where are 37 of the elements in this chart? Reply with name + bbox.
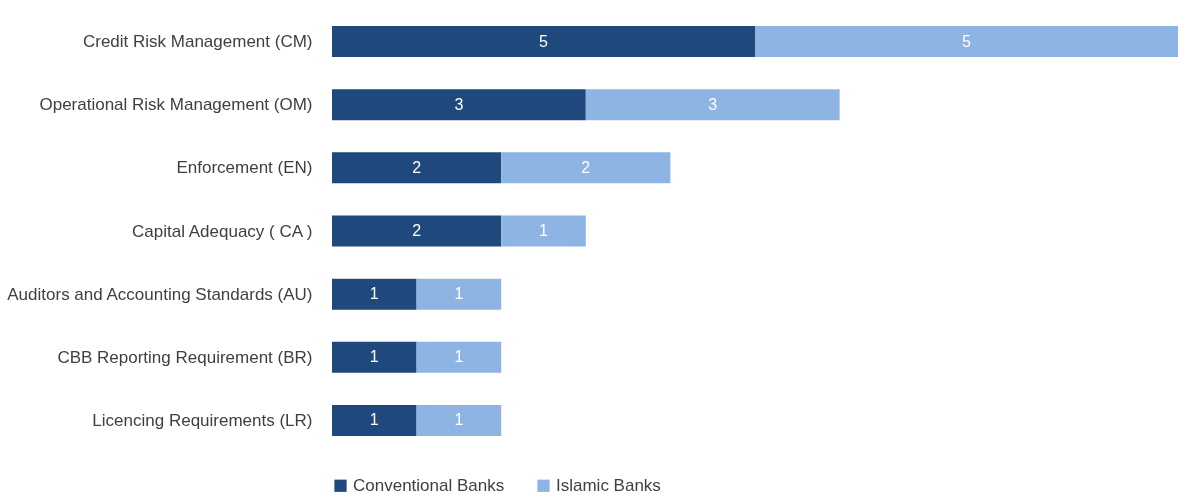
data-label: 5 [962,32,972,50]
data-label: 1 [369,285,379,303]
y-tick-label: Licencing Requirements (LR) [92,410,313,430]
bar [332,404,417,436]
bar [332,341,417,373]
data-label: 2 [581,158,591,176]
bar [332,152,502,184]
y-tick-label: CBB Reporting Requirement (BR) [57,347,313,367]
data-label: 2 [412,222,422,239]
data-label: 1 [369,348,379,366]
bar [501,152,671,184]
bar [332,215,502,247]
data-label: 1 [539,222,549,239]
data-label: 1 [454,285,464,303]
data-label: 5 [539,32,549,50]
y-tick-label: Auditors and Accounting Standards (AU) [7,284,313,304]
data-label: 3 [454,95,464,113]
bar [416,341,502,373]
bar [501,215,586,247]
bar [332,278,417,310]
data-label: 3 [708,95,718,113]
bar [755,26,1178,58]
legend-label: Islamic Banks [556,475,661,495]
bar [416,404,502,436]
y-tick-label: Enforcement (EN) [176,158,313,178]
bar [332,89,586,121]
bar [416,278,502,310]
bar [332,26,755,58]
y-tick-label: Credit Risk Management (CM) [82,32,313,52]
bar [585,89,840,121]
y-tick-label: Capital Adequacy ( CA ) [132,221,313,241]
data-label: 1 [454,348,464,366]
data-label: 1 [454,411,464,429]
legend-label: Conventional Banks [353,475,505,495]
y-tick-label: Operational Risk Management (OM) [39,95,313,115]
data-label: 2 [412,158,422,176]
data-label: 1 [369,411,379,429]
